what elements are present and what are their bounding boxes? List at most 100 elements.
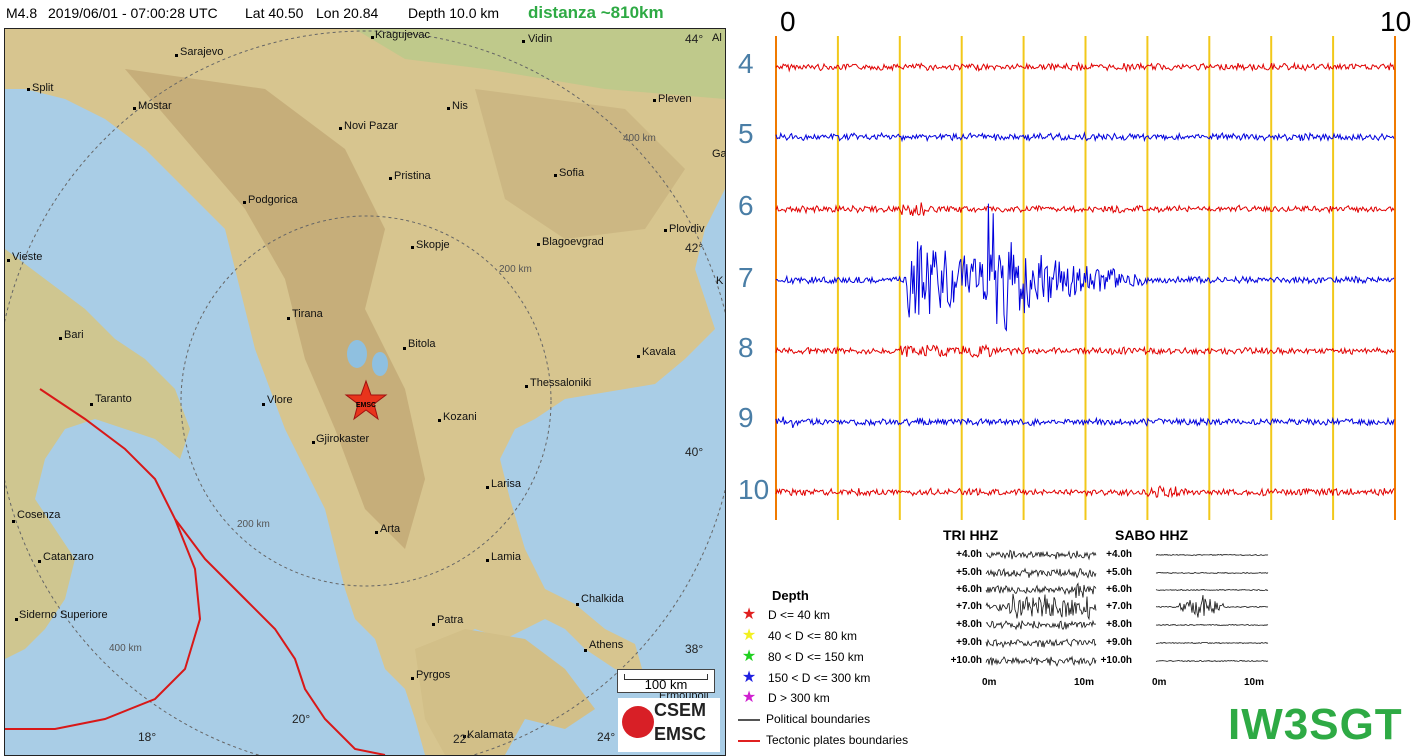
legend-title: Depth (772, 588, 809, 603)
ring-label-400km-ne: 400 km (623, 133, 656, 144)
legend-item-label: D > 300 km (768, 691, 830, 705)
emsc-logo: CSEM EMSC (618, 698, 720, 752)
legend-item: ★ D <= 40 km (738, 606, 830, 624)
city-lamia: Lamia (491, 551, 522, 563)
magnitude-text: M4.8 (6, 5, 38, 21)
city-dot (432, 623, 435, 626)
lon-label-24: 24° (597, 730, 615, 744)
scale-bar-label: 100 km (644, 677, 688, 692)
seismogram-trace-row (775, 131, 1395, 143)
legend-item-label: 40 < D <= 80 km (768, 629, 858, 643)
station-panel-trace (1155, 595, 1269, 618)
city-arta: Arta (380, 523, 401, 535)
lon-label-20: 20° (292, 712, 310, 726)
city-dot (287, 317, 290, 320)
event-header: M4.8 2019/06/01 - 07:00:28 UTC Lat 40.50… (0, 0, 730, 28)
city-siderno: Siderno Superiore (19, 609, 108, 621)
city-dot (522, 40, 525, 43)
mountains (125, 69, 425, 549)
star-icon: ★ (741, 669, 757, 686)
sabo-x-end: 10m (1244, 677, 1265, 688)
city-dot (637, 355, 640, 358)
city-gjirokaster: Gjirokaster (316, 433, 370, 445)
political-line-icon (738, 718, 760, 721)
edge-label-ga: Ga (712, 148, 725, 160)
seismogram-gridlines (775, 36, 1396, 520)
city-bitola: Bitola (408, 338, 436, 350)
depth-text: Depth 10.0 km (408, 5, 500, 21)
station-panel-trace (1155, 572, 1269, 574)
station-panel-trace (985, 582, 1097, 599)
city-dot (339, 127, 342, 130)
seismogram-trace-row (775, 485, 1395, 499)
row-label-10: 10 (738, 474, 770, 505)
seismogram-canvas (775, 36, 1396, 520)
ring-label-400km-sw: 400 km (109, 643, 142, 654)
station-panel-trace (1155, 554, 1269, 557)
city-sarajevo: Sarajevo (180, 46, 223, 58)
city-kavala: Kavala (642, 346, 677, 358)
seismogram-trace-row (775, 61, 1395, 73)
legend-item-label: 80 < D <= 150 km (768, 650, 864, 664)
city-dot (262, 403, 265, 406)
city-dot (537, 243, 540, 246)
legend-item: ★ D > 300 km (738, 689, 830, 707)
seismogram: 0 10 (730, 0, 1422, 525)
city-dot (463, 735, 466, 738)
sabo-hour: +4.0h (1106, 549, 1132, 560)
ring-label-200km-ne: 200 km (499, 264, 532, 275)
legend-political: Political boundaries (738, 710, 870, 728)
epicenter-map: EMSC Kragujevac Vidin Sarajevo Split Mos… (4, 28, 726, 756)
row-label-8: 8 (738, 332, 754, 363)
depth-legend: Depth ★ D <= 40 km ★ 40 < D <= 80 km ★ 80 <… (738, 585, 958, 755)
panel-title-sabo: SABO HHZ (1115, 527, 1189, 543)
row-label-5: 5 (738, 118, 754, 149)
city-thessaloniki: Thessaloniki (530, 377, 591, 389)
lat-label-44: 44° (685, 32, 703, 46)
city-dot (525, 385, 528, 388)
station-panel-trace (1155, 659, 1269, 662)
tri-x-start: 0m (982, 677, 997, 688)
city-catanzaro: Catanzaro (43, 551, 94, 563)
city-pleven: Pleven (658, 93, 692, 105)
city-cosenza: Cosenza (17, 509, 61, 521)
city-labels: Kragujevac Vidin Sarajevo Split Mostar N… (7, 29, 709, 741)
seismogram-trace-row (775, 416, 1395, 429)
globe-icon (622, 706, 654, 738)
city-dot (554, 174, 557, 177)
seismogram-trace-row (775, 343, 1395, 358)
legend-item: ★ 40 < D <= 80 km (738, 627, 857, 645)
star-icon: ★ (741, 648, 757, 665)
city-chalkida: Chalkida (581, 593, 625, 605)
tri-hour: +4.0h (956, 549, 982, 560)
city-pyrgos: Pyrgos (416, 669, 451, 681)
star-icon: ★ (741, 606, 757, 623)
logo-csem: CSEM (654, 700, 707, 720)
ring-400km (5, 30, 725, 755)
city-mostar: Mostar (138, 100, 172, 112)
city-dot (447, 107, 450, 110)
city-dot (175, 54, 178, 57)
city-dot (15, 618, 18, 621)
legend-item: ★ 80 < D <= 150 km (738, 648, 864, 666)
city-bari: Bari (64, 329, 84, 341)
tectonic-boundary (39, 388, 386, 755)
sabo-x-start: 0m (1152, 677, 1167, 688)
legend-item-label: 150 < D <= 300 km (768, 671, 871, 685)
scale-bar: 100 km (617, 669, 715, 693)
longitude-text: Lon 20.84 (316, 5, 379, 21)
city-dot (59, 337, 62, 340)
distance-text: distanza ~810km (528, 3, 664, 22)
station-panel-trace (985, 567, 1097, 579)
city-dot (411, 677, 414, 680)
seismogram-traces (775, 61, 1395, 499)
city-athens: Athens (589, 639, 624, 651)
legend-tectonic-label: Tectonic plates boundaries (766, 733, 909, 747)
tectonic-boundary-2 (5, 518, 202, 730)
sabo-hour: +9.0h (1106, 637, 1132, 648)
city-split: Split (32, 82, 53, 94)
tri-hour: +10.0h (950, 655, 982, 666)
star-icon: ★ (741, 627, 757, 644)
lat-label-40: 40° (685, 445, 703, 459)
station-panel-trace (985, 619, 1097, 631)
